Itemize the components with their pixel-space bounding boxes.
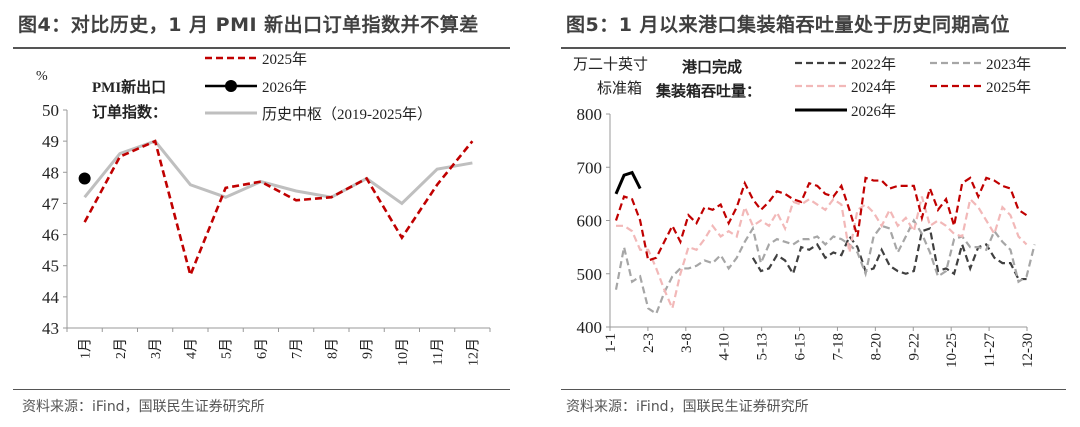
left-y-tick-label: 45 [42,257,59,276]
left-title-rule [13,47,510,49]
left-series-line-2 [83,139,473,206]
right-x-tick-label: 4-10 [717,333,733,361]
left-footer-rule [13,389,510,390]
right-series-label: 港口完成 [682,58,742,76]
left-x-tick-label: 3月 [148,338,164,359]
right-chart-title: 图5：1 月以来港口集装箱吞吐量处于历史同期高位 [566,14,1011,36]
left-series-line-0 [83,139,474,280]
left-source-note: 资料来源：iFind，国联民生证券研究所 [22,399,265,415]
right-legend-label: 2025年 [986,79,1031,96]
right-footer-rule [561,389,1066,390]
left-point-2026 [78,172,91,185]
left-legend-marker [225,80,237,92]
left-x-tick-label: 12月 [465,338,481,366]
left-chart-title: 图4：对比历史，1 月 PMI 新出口订单指数并不算差 [18,14,479,36]
right-x-tick-label: 5-13 [755,333,771,361]
left-legend-label: 2025年 [262,51,307,68]
left-y-tick-label: 49 [42,132,59,151]
right-series-label: 集装箱吞吐量： [655,82,761,100]
right-x-tick-label: 6-15 [793,333,809,361]
right-y-tick-label: 500 [577,265,603,284]
left-x-tick-label: 6月 [254,338,270,359]
left-unit-label: % [36,69,48,84]
right-y-tick-label: 400 [577,318,603,337]
left-y-tick-label: 43 [42,319,59,338]
right-x-tick-label: 8-20 [868,333,884,361]
right-legend-label: 2023年 [986,56,1031,73]
left-x-tick-label: 2月 [113,338,129,359]
left-series-label: 订单指数： [92,103,167,121]
right-series-line-2022年 [751,227,1027,281]
left-x-tick-label: 10月 [395,338,411,366]
right-title-rule [561,47,1066,49]
right-unit-label: 万二十英寸 [573,55,648,73]
right-source-note: 资料来源：iFind，国联民生证券研究所 [566,399,809,415]
right-y-tick-label: 800 [577,105,603,124]
right-y-tick-label: 600 [577,212,603,231]
left-y-tick-label: 47 [42,194,60,213]
left-x-tick-label: 8月 [324,338,340,359]
left-x-tick-label: 1月 [78,338,94,359]
right-x-tick-label: 12-30 [1020,333,1036,368]
right-x-tick-label: 3-8 [679,333,695,353]
left-legend-label: 2026年 [262,79,307,96]
left-x-tick-label: 7月 [289,338,305,359]
right-x-tick-label: 2-3 [641,333,657,353]
left-x-tick-label: 4月 [183,338,199,359]
right-x-tick-label: 1-1 [603,333,619,353]
right-legend-label: 2026年 [851,103,896,120]
left-x-tick-label: 9月 [360,338,376,359]
right-series-line-2024年 [616,196,1028,312]
right-legend-label: 2024年 [851,79,896,96]
left-y-tick-label: 50 [42,101,59,120]
right-x-tick-label: 9-22 [906,333,922,361]
left-y-tick-label: 46 [42,226,59,245]
right-series-line-2026年 [614,170,642,195]
left-y-tick-label: 44 [42,288,60,307]
left-y-tick-label: 48 [42,163,59,182]
right-x-tick-label: 11-27 [982,333,998,368]
left-x-tick-label: 11月 [430,338,446,365]
left-x-tick-label: 5月 [219,338,235,359]
right-x-tick-label: 10-25 [944,333,960,368]
right-series-line-2023年 [614,218,1036,316]
right-legend-label: 2022年 [851,56,896,73]
right-y-tick-label: 700 [577,158,603,177]
right-x-tick-label: 7-18 [830,333,846,361]
right-unit-label: 标准箱 [597,80,642,97]
left-legend-label: 历史中枢（2019-2025年） [262,106,432,123]
left-series-label: PMI新出口 [92,78,166,96]
